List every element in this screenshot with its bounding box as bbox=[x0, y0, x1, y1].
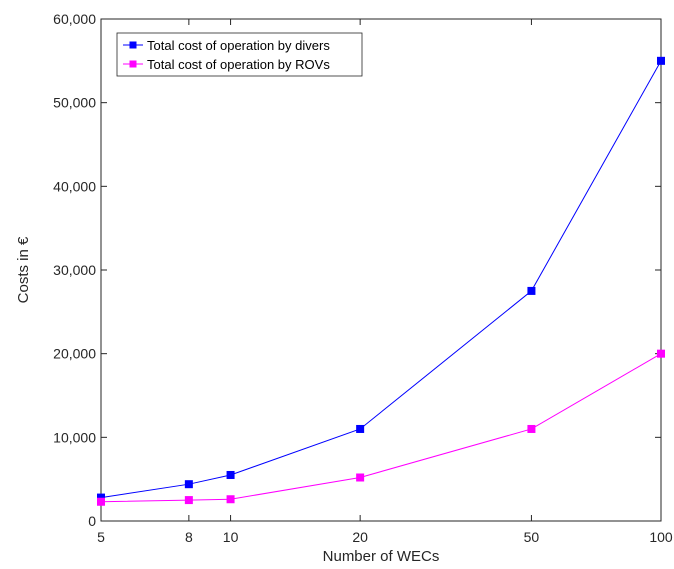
data-point-rovs bbox=[527, 424, 536, 433]
legend-box bbox=[116, 32, 363, 77]
data-point-divers bbox=[184, 480, 193, 489]
y-tick-label: 40,000 bbox=[53, 178, 96, 194]
y-tick-label: 50,000 bbox=[53, 95, 96, 111]
y-axis-ticks: 0 10,000 20,000 30,000 40,000 50,000 60,000 bbox=[53, 11, 661, 529]
x-tick-label: 50 bbox=[524, 529, 540, 545]
data-point-divers bbox=[356, 424, 365, 433]
data-point-divers bbox=[527, 286, 536, 295]
x-tick-label: 5 bbox=[97, 529, 105, 545]
x-tick-label: 100 bbox=[649, 529, 673, 545]
legend-label-divers: Total cost of operation by divers bbox=[147, 38, 330, 53]
x-axis-ticks: 5 8 10 20 50 100 bbox=[97, 19, 673, 545]
data-point-rovs bbox=[356, 473, 365, 482]
data-point-divers bbox=[657, 56, 665, 65]
x-tick-label: 8 bbox=[185, 529, 193, 545]
legend: Total cost of operation by divers Total … bbox=[116, 32, 363, 77]
y-tick-label: 60,000 bbox=[53, 11, 96, 27]
x-tick-label: 20 bbox=[352, 529, 368, 545]
y-tick-label: 0 bbox=[88, 513, 96, 529]
series-line-divers bbox=[100, 60, 662, 499]
data-point-rovs bbox=[226, 495, 235, 504]
legend-marker-divers bbox=[129, 41, 137, 49]
x-axis-title: Number of WECs bbox=[323, 548, 440, 565]
data-point-rovs bbox=[657, 349, 665, 358]
series-line-rovs bbox=[100, 353, 662, 503]
legend-label-rovs: Total cost of operation by ROVs bbox=[147, 57, 330, 72]
y-axis-title: Costs in € bbox=[15, 236, 32, 303]
data-point-rovs bbox=[184, 496, 193, 505]
y-tick-label: 20,000 bbox=[53, 346, 96, 362]
series-layer bbox=[97, 56, 665, 506]
x-tick-label: 10 bbox=[223, 529, 239, 545]
data-point-divers bbox=[97, 493, 105, 502]
y-tick-label: 30,000 bbox=[53, 262, 96, 278]
legend-marker-rovs bbox=[129, 60, 137, 68]
plot-area bbox=[100, 18, 662, 522]
data-point-rovs bbox=[97, 497, 105, 506]
y-tick-label: 10,000 bbox=[53, 429, 96, 445]
data-point-divers bbox=[226, 470, 235, 479]
